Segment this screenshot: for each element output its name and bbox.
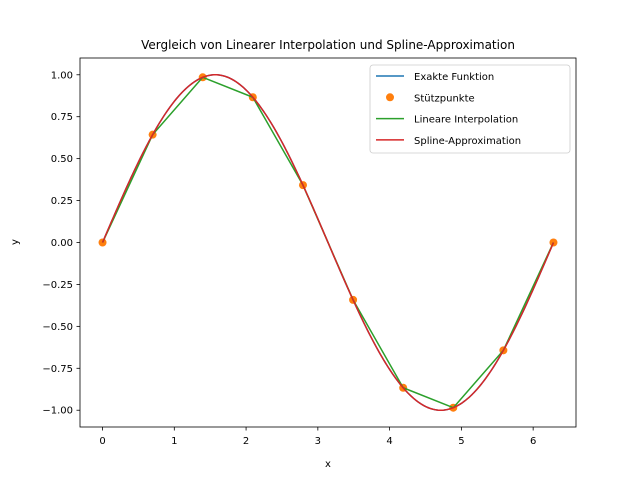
y-tick-label: −0.50 (42, 322, 73, 333)
data-point (549, 238, 558, 247)
data-point (98, 238, 107, 247)
legend-label: Exakte Funktion (414, 72, 494, 83)
legend-label: Stützpunkte (414, 93, 475, 104)
series-line-spline-approximation (101, 74, 555, 411)
x-tick-label: 0 (99, 436, 105, 447)
x-tick-label: 4 (386, 436, 392, 447)
y-tick-label: −0.75 (42, 364, 73, 375)
x-axis-label: x (325, 459, 331, 470)
y-tick-label: 0.75 (51, 112, 73, 123)
chart-title: Vergleich von Linearer Interpolation und… (141, 38, 515, 52)
legend-marker (386, 93, 394, 102)
y-tick-label: 0.25 (51, 196, 73, 207)
legend-label: Spline-Approximation (414, 136, 521, 147)
plot-area (98, 73, 558, 412)
x-tick-label: 1 (171, 436, 177, 447)
y-tick-label: 1.00 (51, 70, 73, 81)
y-tick-label: −1.00 (42, 406, 73, 417)
x-tick-label: 5 (458, 436, 464, 447)
y-tick-label: 0.50 (51, 154, 73, 165)
x-tick-label: 2 (243, 436, 249, 447)
x-tick-label: 3 (315, 436, 321, 447)
y-tick-label: −0.25 (42, 280, 73, 291)
y-axis-label: y (10, 239, 21, 245)
y-tick-label: 0.00 (51, 238, 73, 249)
axes: 0 1 2 3 4 5 6 −1.00 −0.75 −0.50 −0.25 0.00 0.25 0.50 0… (42, 57, 577, 447)
legend-box (369, 64, 571, 154)
legend: Exakte Funktion Stützpunkte Lineare Interp… (369, 64, 571, 154)
x-tick-label: 6 (530, 436, 536, 447)
legend-label: Lineare Interpolation (414, 115, 518, 126)
